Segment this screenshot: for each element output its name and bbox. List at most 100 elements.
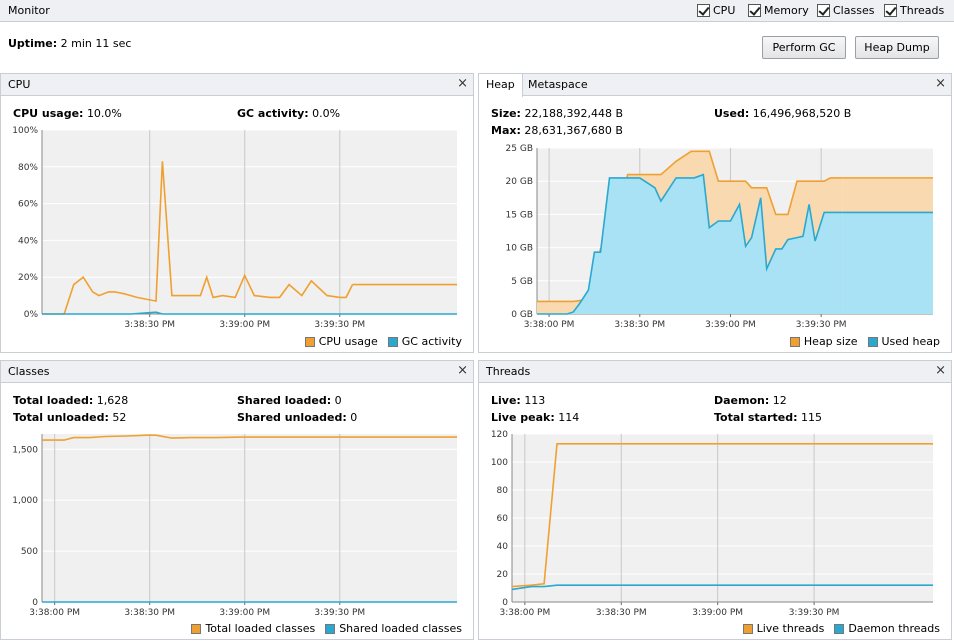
monitor-header: Monitor CPU Memory Classes Threads: [0, 0, 954, 22]
cpu-y-tick-label: 0%: [24, 310, 39, 320]
classes-x-tick-label: 3:39:30 PM: [314, 608, 365, 618]
cpu-usage-swatch: [304, 336, 315, 347]
uptime-value: 2 min 11 sec: [60, 37, 132, 50]
cpu-checkbox[interactable]: CPU: [697, 4, 735, 17]
heap-size-stat: Size: 22,188,392,448 B: [491, 107, 623, 120]
gc-activity-stat: GC activity: 0.0%: [237, 107, 341, 120]
heap-legend: Heap size Used heap: [780, 335, 940, 348]
classes-x-tick-label: 3:38:00 PM: [29, 608, 80, 618]
cpu-y-tick-label: 60%: [18, 200, 38, 210]
classes-plot-area: [42, 434, 457, 602]
classes-panel-title: Classes: [8, 365, 50, 378]
daemon-threads-swatch: [834, 623, 845, 634]
classes-y-tick-label: 0: [32, 598, 38, 608]
threads-y-tick-label: 100: [491, 458, 508, 468]
tab-metaspace[interactable]: Metaspace: [528, 78, 588, 91]
threads-x-tick-label: 3:39:00 PM: [692, 608, 743, 618]
heap-size-swatch: [789, 336, 800, 347]
cpu-y-tick-label: 80%: [18, 163, 38, 173]
close-icon[interactable]: ×: [935, 76, 946, 91]
classes-y-tick-label: 500: [21, 547, 38, 557]
heap-used-stat: Used: 16,496,968,520 B: [714, 107, 852, 120]
threads-checkbox[interactable]: Threads: [884, 4, 944, 17]
used-heap-swatch: [867, 336, 878, 347]
threads-x-tick-label: 3:38:30 PM: [596, 608, 647, 618]
threads-series-1-line: [511, 584, 933, 591]
threads-series-0-line: [511, 443, 933, 588]
heap-series-1-area-tail: [842, 212, 933, 314]
heap-x-tick-label: 3:38:00 PM: [524, 320, 575, 330]
cpu-series-0-line: [42, 161, 354, 315]
classes-y-tick-label: 1,000: [12, 496, 38, 506]
heap-y-tick-label: 15 GB: [506, 210, 533, 220]
shared-loaded-swatch: [325, 623, 336, 634]
cpu-panel-title: CPU: [8, 78, 31, 91]
threads-y-tick-label: 20: [497, 570, 509, 580]
live-threads-stat: Live: 113: [491, 394, 546, 407]
threads-y-tick-label: 60: [497, 514, 509, 524]
shared-loaded-stat: Shared loaded: 0: [237, 394, 342, 407]
checkbox-checked-icon[interactable]: [817, 4, 830, 17]
cpu-series-1-line: [42, 311, 457, 315]
tab-heap[interactable]: Heap: [479, 74, 523, 97]
cpu-y-tick-label: 100%: [12, 126, 38, 136]
threads-x-tick-label: 3:38:00 PM: [499, 608, 550, 618]
close-icon[interactable]: ×: [457, 76, 468, 91]
perform-gc-button[interactable]: Perform GC: [762, 36, 846, 59]
gc-activity-swatch: [387, 336, 398, 347]
close-icon[interactable]: ×: [935, 363, 946, 378]
cpu-usage-stat: CPU usage: 10.0%: [13, 107, 122, 120]
cpu-x-tick-label: 3:38:30 PM: [124, 320, 175, 330]
heap-x-tick-label: 3:38:30 PM: [614, 320, 665, 330]
classes-x-tick-label: 3:39:00 PM: [219, 608, 270, 618]
classes-series-0-line: [42, 434, 457, 441]
checkbox-checked-icon[interactable]: [697, 4, 710, 17]
total-started-stat: Total started: 115: [714, 411, 823, 424]
classes-chart: 0 500 1,000 1,500 3:38:00 PM 3:38:30 PM 3:39:0…: [12, 434, 457, 618]
threads-x-tick-label: 3:39:30 PM: [789, 608, 840, 618]
live-threads-swatch: [742, 623, 753, 634]
cpu-plot-area: [42, 130, 457, 314]
daemon-threads-stat: Daemon: 12: [714, 394, 787, 407]
heap-series-1-line: [537, 173, 843, 315]
monitor-title: Monitor: [8, 4, 50, 17]
threads-y-tick-label: 40: [497, 542, 509, 552]
threads-y-tick-label: 0: [502, 598, 508, 608]
heap-x-tick-label: 3:39:30 PM: [796, 320, 847, 330]
shared-unloaded-stat: Shared unloaded: 0: [237, 411, 358, 424]
total-loaded-stat: Total loaded: 1,628: [13, 394, 129, 407]
cpu-legend: CPU usage GC activity: [295, 335, 462, 348]
classes-y-tick-label: 1,500: [12, 445, 38, 455]
heap-y-tick-label: 5 GB: [511, 277, 533, 287]
heap-y-tick-label: 10 GB: [506, 244, 533, 254]
cpu-x-tick-label: 3:39:00 PM: [219, 320, 270, 330]
checkbox-checked-icon[interactable]: [884, 4, 897, 17]
cpu-x-tick-label: 3:39:30 PM: [314, 320, 365, 330]
close-icon[interactable]: ×: [457, 363, 468, 378]
heap-series-1-area: [537, 174, 843, 314]
heap-y-tick-label: 0 GB: [511, 310, 533, 320]
classes-x-tick-label: 3:38:30 PM: [124, 608, 175, 618]
uptime: Uptime: 2 min 11 sec: [8, 37, 132, 50]
heap-x-tick-label: 3:39:00 PM: [705, 320, 756, 330]
heap-y-tick-label: 20 GB: [506, 177, 533, 187]
classes-checkbox[interactable]: Classes: [817, 4, 874, 17]
heap-max-stat: Max: 28,631,367,680 B: [491, 124, 623, 137]
total-unloaded-stat: Total unloaded: 52: [13, 411, 127, 424]
total-loaded-swatch: [191, 623, 202, 634]
threads-y-tick-label: 120: [491, 430, 508, 440]
threads-legend: Live threads Daemon threads: [733, 622, 940, 635]
memory-checkbox[interactable]: Memory: [748, 4, 809, 17]
live-peak-stat: Live peak: 114: [491, 411, 580, 424]
cpu-y-tick-label: 40%: [18, 236, 38, 246]
threads-panel-title: Threads: [486, 365, 531, 378]
heap-dump-button[interactable]: Heap Dump: [855, 36, 939, 59]
heap-chart: 0 GB 5 GB 10 GB 15 GB 20 GB 25 GB 3:38:00 PM 3:…: [506, 144, 933, 330]
cpu-y-tick-label: 20%: [18, 273, 38, 283]
cpu-chart: 0% 20% 40% 60% 80% 100% 3:38:30 PM 3:39:00 PM 3:…: [12, 126, 457, 330]
threads-y-tick-label: 80: [497, 486, 509, 496]
checkbox-checked-icon[interactable]: [748, 4, 761, 17]
threads-chart: 0 20 40 60 80 100 120 3:38:00 PM 3:38:30 PM 3:39:…: [491, 430, 933, 618]
heap-y-tick-label: 25 GB: [506, 144, 533, 154]
classes-legend: Total loaded classes Shared loaded class…: [181, 622, 462, 635]
